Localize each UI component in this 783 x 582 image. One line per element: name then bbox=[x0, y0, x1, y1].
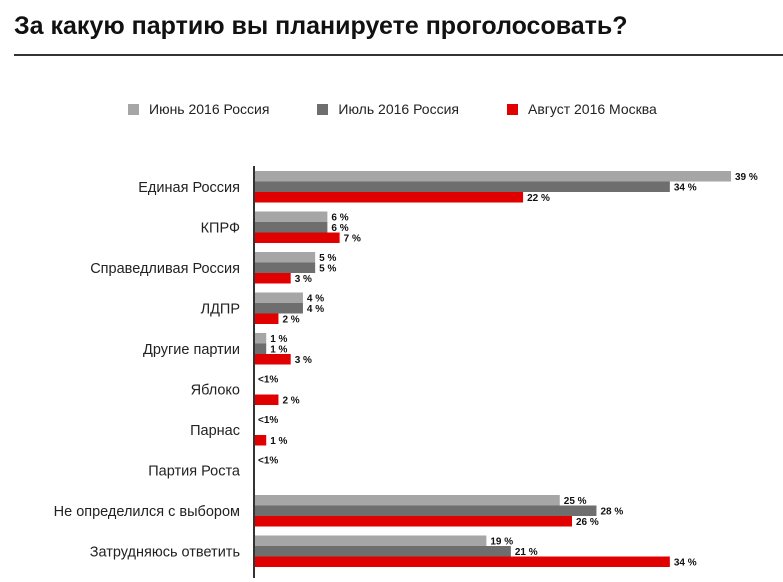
data-label-june: 4 % bbox=[307, 294, 324, 305]
data-label-june: 6 % bbox=[331, 213, 348, 224]
data-label-june: 19 % bbox=[490, 537, 513, 548]
data-label-july: 34 % bbox=[674, 183, 697, 194]
data-label-august: 34 % bbox=[674, 558, 697, 569]
bar-june bbox=[254, 252, 316, 263]
bar-august bbox=[254, 273, 291, 284]
data-label-august: 26 % bbox=[576, 517, 599, 528]
bar-august bbox=[254, 394, 279, 405]
chart-legend: Июнь 2016 Россия Июль 2016 Россия Август… bbox=[128, 101, 705, 117]
category-label: Не определился с выбором bbox=[54, 504, 240, 520]
legend-label-june: Июнь 2016 Россия bbox=[149, 101, 270, 117]
legend-label-july: Июль 2016 Россия bbox=[338, 101, 459, 117]
data-label-june: <1% bbox=[258, 415, 278, 426]
chart-title: За какую партию вы планируете проголосов… bbox=[14, 12, 628, 40]
data-label-august: 2 % bbox=[282, 315, 299, 326]
legend-swatch-june bbox=[128, 103, 139, 115]
bar-july bbox=[254, 343, 267, 354]
category-label: ЛДПР bbox=[201, 301, 240, 317]
data-label-july: 21 % bbox=[515, 547, 538, 558]
category-label: Парнас bbox=[190, 423, 240, 439]
category-label: Единая Россия bbox=[138, 180, 240, 196]
data-label-july: 4 % bbox=[307, 304, 324, 315]
data-label-july: 28 % bbox=[600, 507, 623, 518]
bar-august bbox=[254, 354, 291, 365]
data-label-july: 5 % bbox=[319, 264, 336, 275]
legend-item-july: Июль 2016 Россия bbox=[317, 101, 459, 117]
legend-swatch-august bbox=[506, 103, 518, 115]
data-label-august: 7 % bbox=[344, 234, 361, 245]
category-label: КПРФ bbox=[201, 220, 240, 236]
legend-swatch-july bbox=[317, 103, 329, 115]
bar-july bbox=[254, 222, 328, 233]
bar-july bbox=[254, 181, 670, 192]
bar-august bbox=[254, 313, 279, 324]
data-label-august: 1 % bbox=[270, 436, 287, 447]
data-label-june: 39 % bbox=[735, 172, 758, 183]
data-label-june: 25 % bbox=[564, 496, 587, 507]
data-label-july: 6 % bbox=[331, 223, 348, 234]
bar-june bbox=[254, 171, 731, 182]
bar-june bbox=[254, 292, 303, 303]
bar-july bbox=[254, 303, 303, 314]
bar-july bbox=[254, 262, 316, 273]
bar-june bbox=[254, 333, 267, 344]
bar-july bbox=[254, 546, 511, 557]
legend-item-august: Август 2016 Москва bbox=[506, 101, 657, 117]
legend-label-august: Август 2016 Москва bbox=[527, 101, 657, 117]
bar-august bbox=[254, 232, 340, 243]
category-label: Другие партии bbox=[143, 342, 240, 358]
data-label-july: 1 % bbox=[270, 345, 287, 356]
data-label-june: 5 % bbox=[319, 253, 336, 264]
bar-august bbox=[254, 556, 670, 567]
bar-august bbox=[254, 435, 267, 446]
bar-june bbox=[254, 535, 487, 546]
category-label: Партия Роста bbox=[148, 463, 241, 479]
legend-item-june: Июнь 2016 Россия bbox=[128, 101, 269, 117]
bar-june bbox=[254, 211, 328, 222]
data-label-june: <1% bbox=[258, 375, 278, 386]
bar-august bbox=[254, 516, 572, 527]
title-divider bbox=[14, 54, 783, 56]
category-label: Справедливая Россия bbox=[90, 261, 240, 277]
data-label-august: 3 % bbox=[295, 355, 312, 366]
data-label-august: 2 % bbox=[282, 396, 299, 407]
category-label: Яблоко bbox=[191, 382, 240, 398]
bar-august bbox=[254, 192, 524, 203]
bar-june bbox=[254, 495, 560, 506]
bar-july bbox=[254, 505, 597, 516]
data-label-june: <1% bbox=[258, 456, 278, 467]
data-label-august: 3 % bbox=[295, 274, 312, 285]
data-label-june: 1 % bbox=[270, 334, 287, 345]
data-label-august: 22 % bbox=[527, 193, 550, 204]
category-label: Затрудняюсь ответить bbox=[90, 544, 240, 560]
